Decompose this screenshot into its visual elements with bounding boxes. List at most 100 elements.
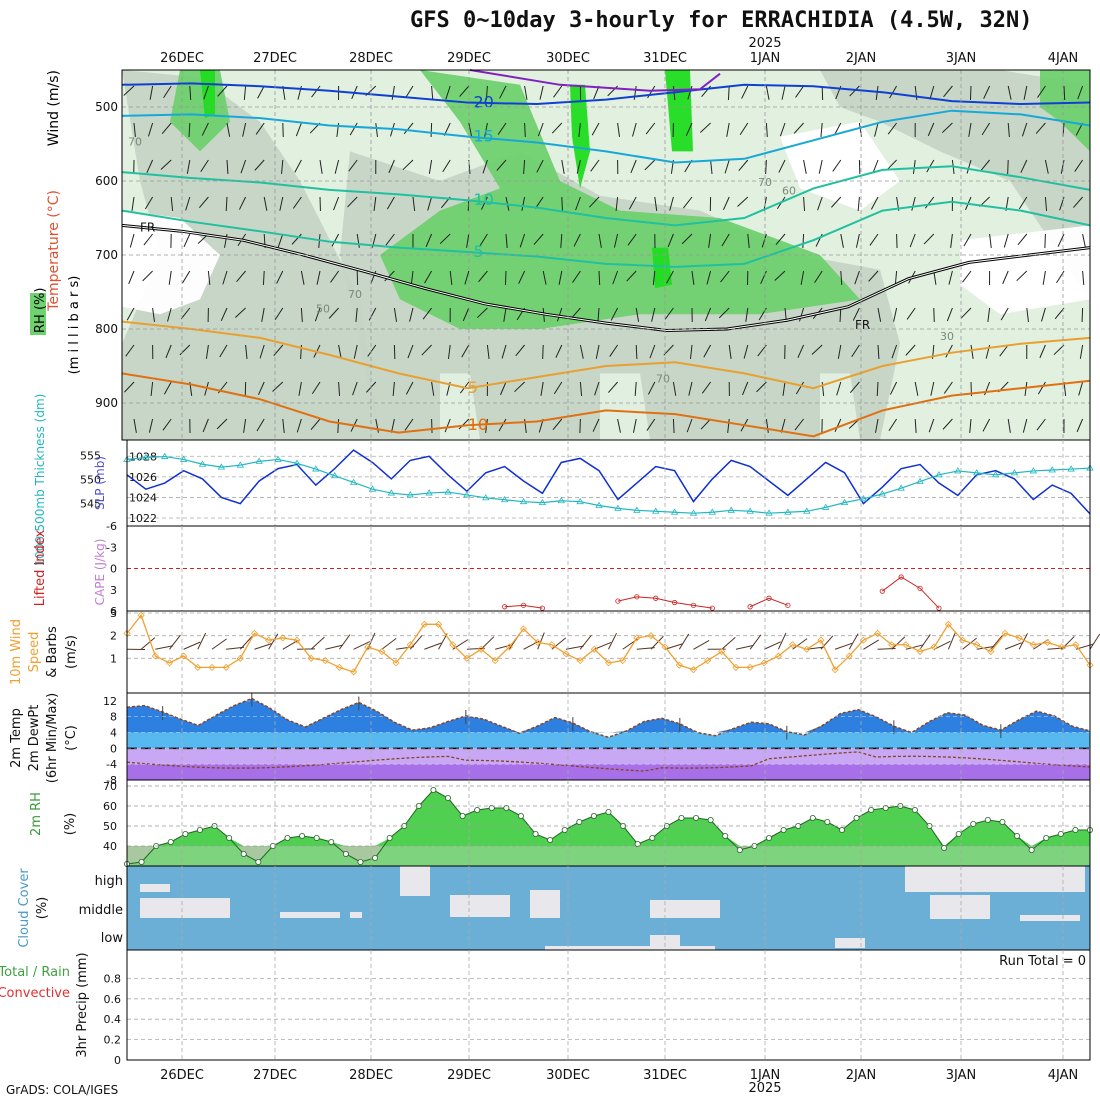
- wind-barb: [742, 381, 749, 396]
- wind-10m-barb: [169, 634, 181, 650]
- wind-barb: [761, 233, 767, 248]
- wind-barb: [405, 85, 414, 99]
- wind-barb: [1026, 307, 1029, 322]
- wind-speed-point: [137, 611, 145, 619]
- wind-barb: [163, 85, 172, 98]
- wind-speed-point: [888, 641, 896, 649]
- wind-10m-barb: [551, 637, 567, 650]
- wind-barb: [295, 122, 302, 137]
- rh-shade-area: [440, 373, 480, 440]
- wind-barb: [727, 418, 730, 433]
- cloud-gap: [140, 898, 230, 918]
- wind-10m-barb: [282, 639, 299, 650]
- wind-speed-point: [789, 641, 797, 649]
- rh-point: [488, 805, 495, 812]
- wind-barb: [840, 270, 843, 286]
- wind-barb: [852, 307, 860, 321]
- wind-10m-barb: [239, 635, 253, 650]
- wind-barb: [747, 233, 750, 248]
- wind-barb: [1022, 418, 1028, 433]
- wind-barb: [686, 418, 693, 433]
- wind-speed-point: [944, 620, 952, 628]
- rh-point: [474, 807, 481, 814]
- wind-barb: [168, 270, 172, 285]
- wind-barb: [929, 85, 935, 100]
- wind-barb: [333, 196, 340, 211]
- rh-point: [299, 833, 306, 840]
- wind-barb: [220, 307, 228, 321]
- wind-barb: [765, 122, 768, 138]
- wind-barb: [439, 233, 451, 245]
- wind-10m-barb: [339, 634, 351, 650]
- wind-barb: [924, 196, 935, 209]
- wind-barb: [480, 196, 488, 210]
- thickness-marker: [935, 471, 943, 478]
- rh-point: [328, 839, 335, 846]
- wind-barb: [409, 307, 414, 322]
- precip-axis-label: 3hr Precip (mm): [75, 952, 90, 1057]
- wind-barb: [721, 233, 730, 247]
- cloud-gap: [930, 895, 990, 919]
- wind-speed-point: [1029, 641, 1037, 649]
- wind-speed-point: [491, 657, 499, 665]
- rh-shade-area: [820, 70, 1090, 300]
- freezing-level-inner: [121, 224, 1091, 331]
- isotherm-line: [121, 200, 1091, 268]
- wind-10m-barb: [310, 636, 325, 650]
- isotherm-line: [121, 372, 1091, 438]
- rh-point: [824, 819, 831, 826]
- rh-point: [226, 835, 233, 842]
- rh-contour-label: 50: [316, 303, 330, 316]
- rh-contour-label: 60: [782, 184, 796, 197]
- wind-barb: [445, 85, 451, 100]
- wind-barb: [427, 196, 433, 211]
- wind-speed-point: [151, 652, 159, 660]
- temp-tick-label: -4: [106, 758, 117, 771]
- chart-title: GFS 0~10day 3-hourly for ERRACHIDIA (4.5…: [410, 8, 1033, 33]
- wind-speed-point: [604, 659, 613, 667]
- wind-barb: [200, 159, 209, 172]
- lifted-index-point: [879, 588, 885, 594]
- thickness-marker: [595, 501, 603, 508]
- thickness-marker: [538, 498, 547, 506]
- wind-barb: [681, 233, 693, 245]
- rh-point: [911, 807, 918, 814]
- thickness-marker: [916, 477, 924, 484]
- wind-barb: [943, 381, 953, 394]
- rh-point: [882, 805, 889, 812]
- thickness-marker: [689, 509, 698, 516]
- top-date-tick-label: 29DEC: [447, 51, 491, 66]
- thickness-marker: [274, 455, 282, 462]
- wind-speed-point: [392, 659, 400, 667]
- wind-barb: [942, 418, 953, 430]
- wind-speed-point: [1058, 643, 1066, 651]
- top-date-tick-label: 27DEC: [253, 51, 297, 66]
- wind-barb: [421, 344, 432, 356]
- wind-barb: [129, 233, 135, 248]
- rh-shade-area: [122, 210, 220, 315]
- rh-contour-label: 70: [128, 135, 142, 148]
- wind-barb: [388, 159, 395, 174]
- wind-10m-barb: [424, 642, 442, 650]
- wind-barb: [256, 418, 265, 432]
- bottom-date-tick-label: 1JAN: [750, 1068, 781, 1083]
- wind-speed-point: [463, 654, 471, 662]
- precip-tick-label: 0.4: [104, 1013, 122, 1026]
- temp-tick-label: 4: [110, 727, 117, 740]
- thickness-marker: [859, 495, 868, 502]
- wind-barb: [405, 381, 414, 395]
- slp-panel-frame: [126, 439, 1091, 527]
- lifted-index-point: [709, 605, 715, 611]
- lifted-index-tick-label: 3: [110, 584, 117, 597]
- wind-barb: [1079, 344, 1084, 359]
- wind-barb: [832, 159, 842, 172]
- wind-barb: [338, 381, 341, 397]
- wind-10m-barb: [820, 635, 834, 650]
- wind-tick-label: 2: [110, 630, 117, 643]
- isotherm-line: [121, 82, 1091, 106]
- wind-barb: [745, 307, 749, 322]
- thickness-marker: [349, 478, 358, 485]
- wind-barb: [644, 159, 656, 171]
- wind-axis-label-4: (m/s): [64, 635, 79, 669]
- rh-axis-label: 2m RH: [29, 792, 44, 836]
